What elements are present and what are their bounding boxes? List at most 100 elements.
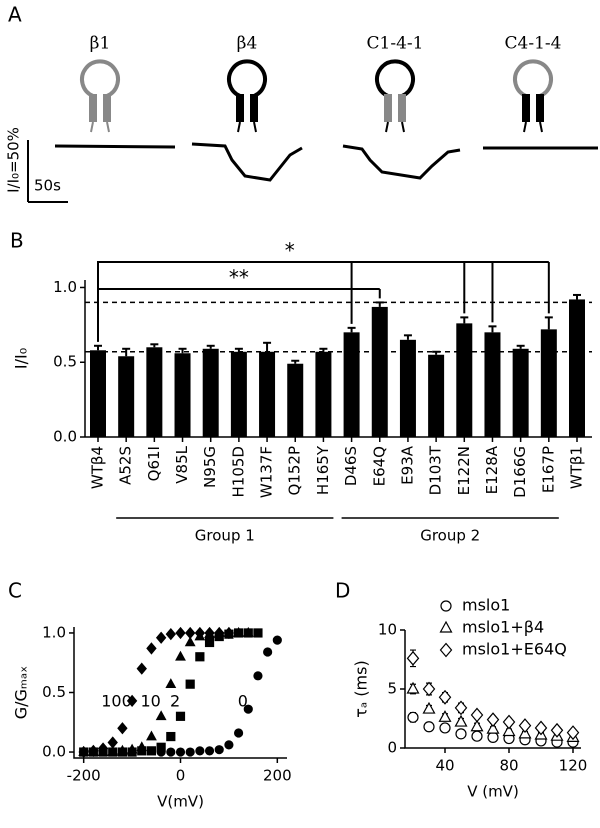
series-label: 0 bbox=[238, 692, 248, 711]
bar bbox=[90, 350, 106, 437]
point bbox=[98, 747, 108, 757]
scale-bar bbox=[27, 140, 68, 203]
x-tick-label: WTβ4 bbox=[89, 446, 107, 489]
bar bbox=[287, 363, 304, 437]
current-traces bbox=[54, 142, 598, 182]
group-label: Group 2 bbox=[420, 527, 480, 545]
y-tick-label: 1.0 bbox=[53, 278, 77, 296]
point bbox=[253, 671, 263, 681]
x-tick-label: N95G bbox=[201, 446, 219, 488]
panel-label: C bbox=[8, 579, 22, 603]
point bbox=[406, 650, 420, 666]
point bbox=[253, 628, 263, 638]
x-tick-label: 120 bbox=[559, 757, 588, 775]
point bbox=[471, 730, 483, 742]
x-tick-label: D103T bbox=[427, 445, 445, 495]
x-tick-label: E93A bbox=[398, 445, 416, 485]
point bbox=[470, 719, 484, 732]
bar bbox=[315, 351, 332, 437]
point bbox=[126, 694, 138, 707]
point bbox=[422, 701, 436, 714]
series-label: 10 bbox=[140, 692, 160, 711]
point bbox=[502, 714, 516, 730]
bar bbox=[146, 347, 163, 437]
point bbox=[136, 662, 147, 675]
point bbox=[233, 628, 244, 638]
x-tick-label: Q152P bbox=[286, 446, 304, 495]
scale-label: 50s bbox=[34, 177, 61, 195]
point bbox=[439, 620, 453, 633]
point bbox=[272, 635, 282, 645]
y-tick-label: 0.5 bbox=[42, 683, 66, 701]
point bbox=[214, 745, 224, 755]
panel-label: A bbox=[8, 3, 22, 27]
point bbox=[127, 747, 137, 757]
point bbox=[487, 731, 499, 743]
group-label: Group 1 bbox=[195, 527, 255, 545]
point bbox=[224, 740, 234, 750]
x-tick-label: W137F bbox=[258, 446, 276, 498]
point bbox=[165, 628, 177, 641]
bar bbox=[230, 351, 247, 437]
bar bbox=[202, 348, 219, 437]
point bbox=[175, 747, 186, 757]
x-tick-label: E64Q bbox=[370, 446, 388, 486]
point bbox=[146, 746, 157, 756]
bar bbox=[371, 306, 388, 437]
scale-label: I/I₀=50% bbox=[5, 127, 23, 193]
point bbox=[438, 689, 452, 705]
point bbox=[204, 628, 215, 638]
bar bbox=[259, 351, 276, 437]
legend-label: mslo1 bbox=[462, 596, 510, 615]
point bbox=[454, 700, 468, 716]
x-tick-label: Q61I bbox=[145, 446, 163, 481]
point bbox=[534, 720, 548, 736]
significance-label: ** bbox=[229, 266, 249, 290]
y-tick-label: 5 bbox=[387, 680, 397, 698]
point bbox=[117, 747, 128, 757]
point bbox=[439, 642, 453, 658]
point bbox=[407, 711, 419, 723]
point bbox=[195, 746, 205, 756]
point bbox=[166, 747, 176, 757]
point bbox=[185, 679, 195, 689]
y-tick-label: 0.0 bbox=[53, 428, 77, 446]
point bbox=[422, 681, 436, 697]
panel-label: B bbox=[10, 229, 24, 253]
construct-label: β4 bbox=[237, 34, 258, 54]
point bbox=[155, 710, 167, 721]
axes bbox=[73, 627, 287, 759]
x-tick-label: 80 bbox=[499, 757, 518, 775]
point bbox=[194, 630, 206, 641]
point bbox=[454, 714, 468, 727]
x-axis-label: V(mV) bbox=[157, 793, 204, 811]
bar bbox=[512, 348, 529, 437]
bar bbox=[428, 354, 445, 437]
x-tick-label: E128A bbox=[483, 445, 501, 494]
x-tick-label: E167P bbox=[539, 446, 557, 493]
point bbox=[550, 722, 564, 738]
bar bbox=[456, 323, 473, 437]
point bbox=[184, 636, 196, 647]
x-tick-label: WTβ1 bbox=[568, 446, 586, 489]
point bbox=[79, 747, 89, 757]
point bbox=[486, 712, 500, 728]
point bbox=[423, 721, 435, 733]
point bbox=[166, 731, 176, 742]
bar bbox=[399, 339, 416, 437]
construct-label: C4-1-4 bbox=[505, 34, 562, 54]
point bbox=[204, 637, 215, 648]
point bbox=[204, 746, 215, 756]
point bbox=[214, 631, 224, 642]
point bbox=[243, 628, 253, 638]
x-tick-label: E122N bbox=[455, 446, 473, 495]
bar bbox=[118, 356, 135, 437]
panel-label: D bbox=[335, 579, 350, 603]
point bbox=[146, 642, 157, 655]
significance-bracket bbox=[97, 261, 550, 342]
bar bbox=[343, 332, 360, 437]
construct-label: β1 bbox=[90, 34, 111, 54]
legend-label: mslo1+β4 bbox=[462, 618, 544, 637]
point bbox=[440, 600, 452, 612]
point bbox=[155, 631, 167, 644]
